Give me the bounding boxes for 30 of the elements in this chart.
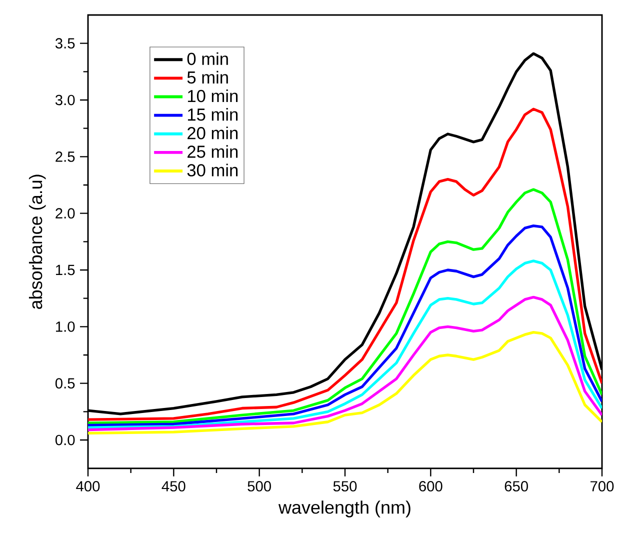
y-tick-label: 1.5 xyxy=(56,264,75,276)
legend-label: 20 min xyxy=(188,126,238,140)
x-axis-title: wavelength (nm) xyxy=(278,500,410,518)
line-series xyxy=(88,188,602,424)
legend-label: 15 min xyxy=(188,108,238,121)
x-tick-label: 650 xyxy=(504,481,528,492)
x-tick-label: 400 xyxy=(76,481,100,492)
legend-label: 0 min xyxy=(187,52,228,66)
y-tick-label: 2.0 xyxy=(56,208,75,219)
y-tick-label: 3.5 xyxy=(55,38,75,49)
x-tick-label: 450 xyxy=(162,481,186,492)
legend-label: 30 min xyxy=(187,164,238,176)
x-tick-label: 500 xyxy=(248,481,271,492)
y-tick-label: 0.5 xyxy=(55,378,75,389)
y-tick-label: 2.5 xyxy=(56,151,75,162)
line-series xyxy=(88,108,602,421)
y-tick-label: 0.0 xyxy=(55,434,75,446)
y-tick-label: 3.0 xyxy=(55,94,75,106)
x-tick-label: 600 xyxy=(419,481,442,492)
line-series xyxy=(88,296,602,432)
legend-label: 5 min xyxy=(187,70,228,84)
legend-label: 10 min xyxy=(188,89,238,102)
x-tick-label: 700 xyxy=(590,481,614,492)
legend-label: 25 min xyxy=(188,145,238,158)
line-series xyxy=(88,260,602,429)
x-tick-label: 550 xyxy=(333,481,357,492)
y-axis-title: absorbance (a.u) xyxy=(28,174,46,309)
line-series xyxy=(88,224,602,427)
line-series xyxy=(88,331,602,435)
y-tick-label: 1.0 xyxy=(56,321,75,332)
